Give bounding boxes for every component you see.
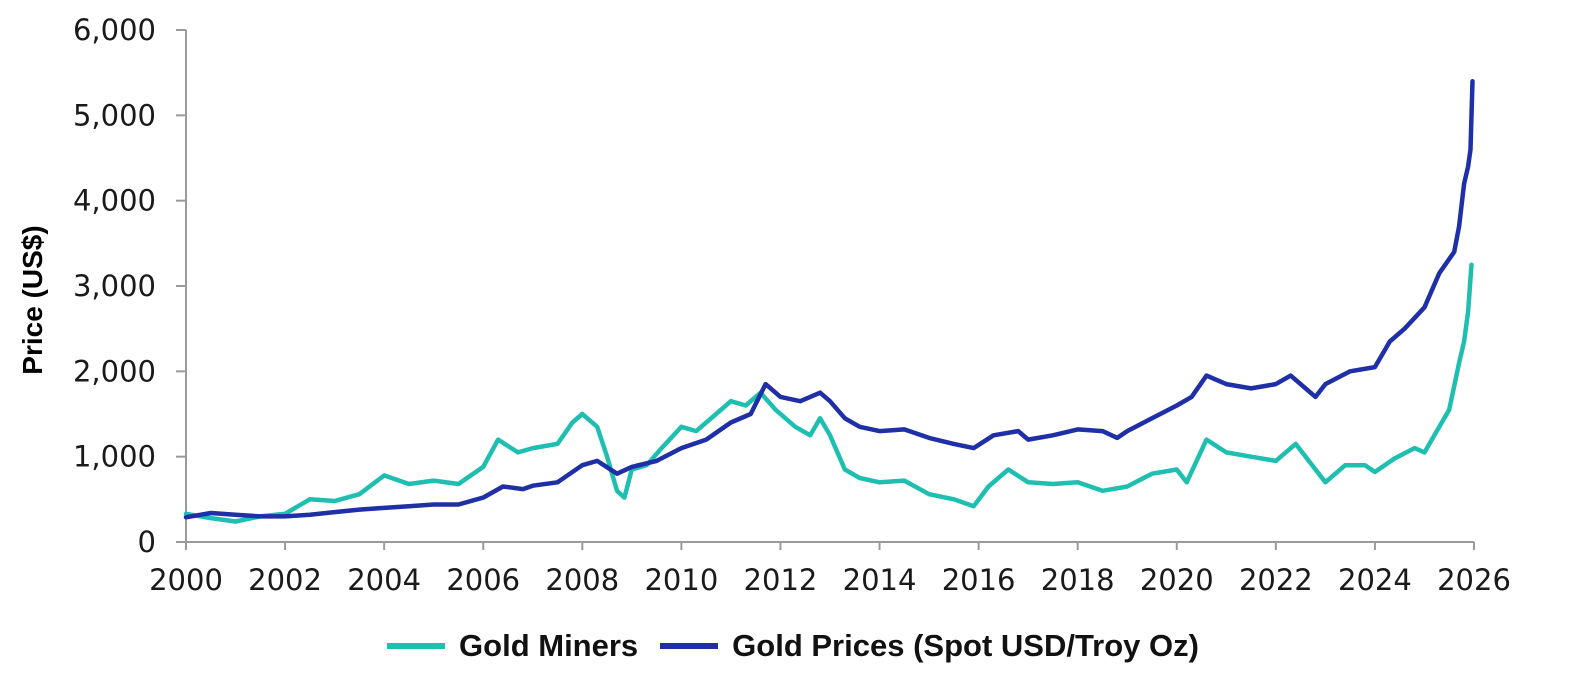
y-tick-label: 6,000 [73, 13, 156, 47]
x-tick-label: 2024 [1338, 563, 1412, 597]
x-tick-label: 2006 [446, 563, 520, 597]
x-tick-label: 2016 [942, 563, 1016, 597]
x-tick-label: 2004 [347, 563, 421, 597]
x-tick-label: 2010 [644, 563, 718, 597]
y-tick-label: 3,000 [73, 269, 156, 303]
series-line-gold-prices [183, 78, 1475, 520]
legend-swatch-gold-prices [660, 643, 719, 649]
y-axis-ticks: 0 1,000 2,000 3,000 4,000 5,000 6,000 [73, 13, 186, 559]
axes [185, 30, 1474, 543]
x-axis-ticks: 2000 2002 2004 2006 2008 2010 2012 2014 2016 2018… [149, 542, 1511, 597]
x-tick-label: 2018 [1041, 563, 1115, 597]
series-layer [183, 78, 1475, 524]
x-tick-label: 2022 [1239, 563, 1313, 597]
legend-item-gold-miners: Gold Miners [387, 628, 638, 664]
legend-label-gold-prices: Gold Prices (Spot USD/Troy Oz) [732, 628, 1199, 663]
y-axis-title: Price (US$) [17, 225, 48, 374]
legend: Gold Miners Gold Prices (Spot USD/Troy O… [0, 628, 1586, 664]
y-tick-label: 1,000 [73, 440, 156, 474]
legend-swatch-gold-miners [387, 643, 446, 649]
y-tick-label: 0 [138, 525, 156, 559]
y-tick-label: 5,000 [73, 98, 156, 132]
x-tick-label: 2012 [744, 563, 818, 597]
y-tick-label: 4,000 [73, 184, 156, 218]
y-tick-label: 2,000 [73, 354, 156, 388]
x-tick-label: 2008 [545, 563, 619, 597]
x-tick-label: 2026 [1437, 563, 1511, 597]
legend-label-gold-miners: Gold Miners [459, 628, 639, 663]
x-tick-label: 2014 [843, 563, 917, 597]
legend-item-gold-prices: Gold Prices (Spot USD/Troy Oz) [660, 628, 1199, 664]
x-tick-label: 2002 [248, 563, 322, 597]
x-tick-label: 2020 [1140, 563, 1214, 597]
series-line-gold-miners [183, 262, 1474, 524]
x-tick-label: 2000 [149, 563, 223, 597]
